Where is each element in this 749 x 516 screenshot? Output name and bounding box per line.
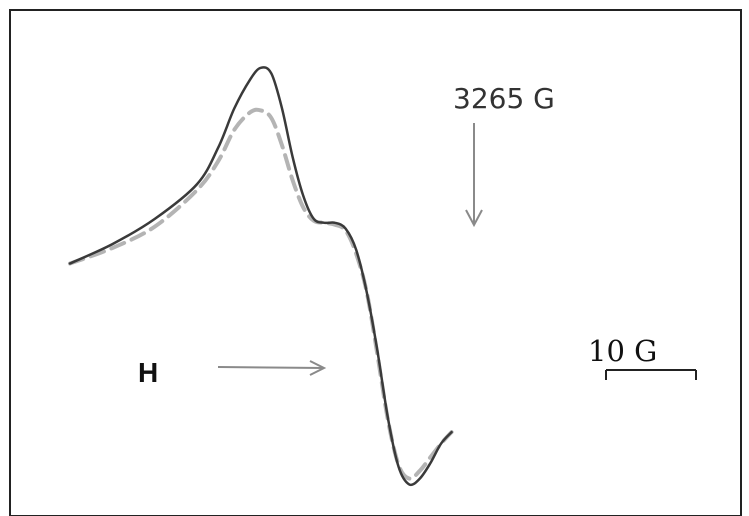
marker-label: 3265 G (453, 82, 555, 115)
scale-bar-label: 10 G (588, 334, 657, 368)
series-layer (68, 66, 454, 487)
figure-frame (9, 9, 742, 516)
scale-bar (605, 369, 697, 380)
field-label: H (138, 357, 158, 388)
solid-spectrum-line (68, 66, 453, 487)
marker-arrow (465, 123, 483, 228)
field-direction-arrow (217, 360, 327, 376)
